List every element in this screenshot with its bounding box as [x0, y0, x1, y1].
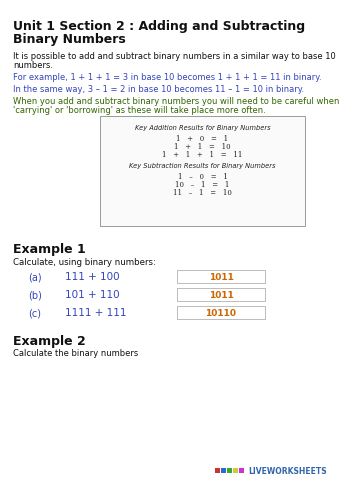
Text: When you add and subtract binary numbers you will need to be careful when: When you add and subtract binary numbers…: [13, 97, 339, 106]
Text: 1111 + 111: 1111 + 111: [65, 308, 126, 318]
Text: 111 + 100: 111 + 100: [65, 272, 120, 282]
Text: 10110: 10110: [205, 309, 237, 318]
Text: 1   +   1   =   10: 1 + 1 = 10: [174, 143, 231, 151]
Text: Binary Numbers: Binary Numbers: [13, 33, 126, 46]
Bar: [177, 270, 265, 283]
Text: 1   +   0   =   1: 1 + 0 = 1: [176, 135, 228, 143]
Text: LIVEWORKSHEETS: LIVEWORKSHEETS: [248, 467, 327, 476]
Bar: [233, 468, 238, 473]
Text: Calculate the binary numbers: Calculate the binary numbers: [13, 349, 138, 358]
Text: 1011: 1011: [208, 273, 234, 282]
Text: numbers.: numbers.: [13, 61, 53, 70]
Bar: [239, 468, 244, 473]
Text: Key Subtraction Results for Binary Numbers: Key Subtraction Results for Binary Numbe…: [129, 163, 276, 169]
Text: (b): (b): [28, 290, 42, 300]
Bar: [227, 468, 232, 473]
Text: For example, 1 + 1 + 1 = 3 in base 10 becomes 1 + 1 + 1 = 11 in binary.: For example, 1 + 1 + 1 = 3 in base 10 be…: [13, 73, 322, 82]
Bar: [215, 468, 220, 473]
Text: 1   +   1   +   1   =   11: 1 + 1 + 1 = 11: [162, 151, 243, 159]
Text: 1011: 1011: [208, 291, 234, 300]
Text: 101 + 110: 101 + 110: [65, 290, 120, 300]
Text: Unit 1 Section 2 : Adding and Subtracting: Unit 1 Section 2 : Adding and Subtractin…: [13, 20, 305, 33]
Bar: [177, 306, 265, 319]
Bar: [221, 468, 226, 473]
Text: 'carrying' or 'borrowing' as these will take place more often.: 'carrying' or 'borrowing' as these will …: [13, 106, 266, 115]
Text: In the same way, 3 – 1 = 2 in base 10 becomes 11 – 1 = 10 in binary.: In the same way, 3 – 1 = 2 in base 10 be…: [13, 85, 304, 94]
Text: (a): (a): [28, 272, 41, 282]
Text: 1   –   0   =   1: 1 – 0 = 1: [177, 173, 227, 181]
Text: Example 1: Example 1: [13, 243, 86, 256]
Text: Key Addition Results for Binary Numbers: Key Addition Results for Binary Numbers: [135, 125, 270, 131]
Bar: [177, 288, 265, 301]
Text: (c): (c): [28, 308, 41, 318]
Text: Example 2: Example 2: [13, 335, 86, 348]
Text: 11   –   1   =   10: 11 – 1 = 10: [173, 189, 232, 197]
Text: Calculate, using binary numbers:: Calculate, using binary numbers:: [13, 258, 156, 267]
Text: It is possible to add and subtract binary numbers in a similar way to base 10: It is possible to add and subtract binar…: [13, 52, 336, 61]
Bar: [100, 116, 305, 226]
Text: 10   –   1   =   1: 10 – 1 = 1: [175, 181, 230, 189]
